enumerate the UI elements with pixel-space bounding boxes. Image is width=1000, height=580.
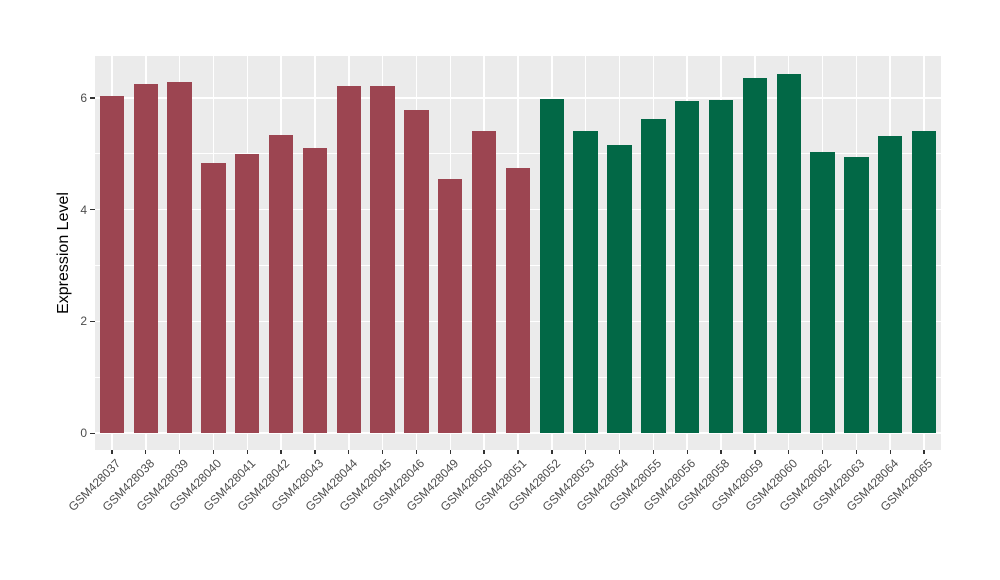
x-tick-label: GSM428053 — [539, 456, 597, 514]
x-tick-label: GSM428037 — [65, 456, 124, 514]
x-tick-label: GSM428052 — [505, 456, 564, 514]
x-tick-mark — [145, 450, 147, 454]
x-tick-mark — [889, 450, 891, 454]
bar — [708, 99, 734, 434]
x-tick-label: GSM428046 — [370, 456, 428, 514]
x-tick-label: GSM428045 — [336, 456, 394, 514]
x-tick-mark — [246, 450, 248, 454]
bar — [641, 118, 666, 434]
bar — [878, 136, 903, 434]
x-tick-label: GSM428044 — [302, 456, 360, 514]
x-tick-mark — [348, 450, 350, 454]
x-tick-label: GSM428038 — [99, 456, 157, 514]
x-tick-label: GSM428056 — [640, 456, 699, 514]
x-tick-mark — [923, 450, 925, 454]
x-tick-label: GSM428040 — [167, 456, 225, 514]
x-tick-mark — [618, 450, 621, 454]
x-tick-mark — [855, 450, 858, 454]
x-tick-mark — [280, 450, 282, 454]
x-tick-mark — [652, 450, 655, 454]
x-tick-mark — [720, 450, 722, 454]
x-tick-label: GSM428054 — [573, 456, 631, 514]
bar — [505, 167, 531, 434]
x-tick-label: GSM428064 — [843, 456, 902, 514]
x-tick-mark — [686, 450, 688, 454]
x-tick-mark — [212, 450, 215, 454]
bar — [302, 148, 328, 434]
x-tick-label: GSM428062 — [776, 456, 834, 514]
bar — [99, 95, 125, 434]
bar — [336, 85, 361, 434]
x-tick-label: GSM428060 — [742, 456, 800, 514]
bar — [471, 131, 497, 434]
x-tick-mark — [788, 450, 790, 454]
bar — [201, 163, 226, 434]
x-tick-label: GSM428059 — [708, 456, 767, 514]
bar — [911, 131, 937, 434]
x-tick-mark — [584, 450, 587, 454]
bar — [268, 135, 294, 434]
x-tick-mark — [551, 450, 553, 454]
x-tick-mark — [415, 450, 418, 454]
x-tick-label: GSM428058 — [674, 456, 733, 514]
x-tick-mark — [517, 450, 519, 454]
x-tick-label: GSM428063 — [810, 456, 868, 514]
bar — [810, 152, 835, 434]
x-tick-mark — [178, 450, 181, 454]
bar — [133, 83, 158, 434]
bar — [607, 144, 632, 434]
x-tick-label: GSM428051 — [471, 456, 530, 514]
bar — [776, 74, 801, 434]
y-axis-title: Expression Level — [55, 192, 72, 314]
bar — [438, 178, 463, 434]
x-tick-mark — [821, 450, 824, 454]
bar — [404, 109, 429, 434]
bar — [742, 77, 768, 434]
x-tick-label: GSM428050 — [437, 456, 496, 514]
x-tick-mark — [449, 450, 451, 454]
x-tick-mark — [314, 450, 316, 454]
bar — [573, 131, 598, 434]
bar — [370, 85, 395, 434]
bar — [844, 156, 869, 434]
x-tick-label: GSM428042 — [234, 456, 293, 514]
plot-panel — [95, 56, 941, 450]
bar — [167, 82, 192, 434]
bar — [675, 100, 700, 434]
x-tick-mark — [381, 450, 384, 454]
bar — [235, 153, 260, 434]
x-tick-mark — [754, 450, 756, 454]
x-tick-mark — [111, 450, 113, 454]
x-tick-label: GSM428049 — [403, 456, 462, 514]
x-tick-label: GSM428065 — [877, 456, 936, 514]
x-tick-label: GSM428055 — [606, 456, 665, 514]
bar — [539, 99, 565, 434]
x-tick-mark — [483, 450, 485, 454]
x-tick-label: GSM428039 — [133, 456, 191, 514]
x-tick-label: GSM428043 — [268, 456, 327, 514]
x-tick-label: GSM428041 — [200, 456, 259, 514]
